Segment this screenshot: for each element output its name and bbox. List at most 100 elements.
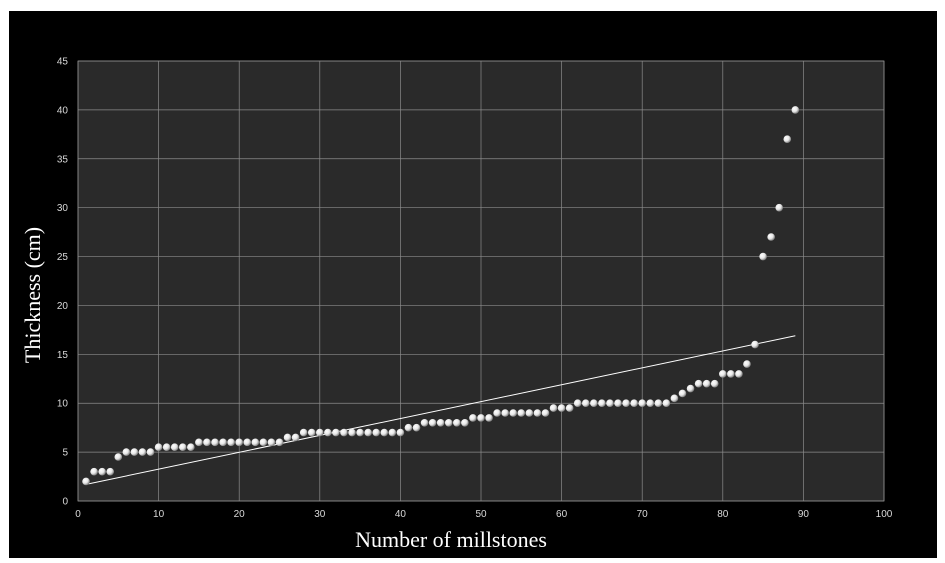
data-point — [678, 389, 687, 398]
data-point — [82, 477, 90, 486]
y-tick-label: 5 — [62, 448, 68, 459]
x-tick-label: 70 — [637, 509, 649, 520]
data-point — [267, 438, 276, 447]
y-tick-label: 10 — [57, 399, 69, 410]
data-point — [767, 233, 775, 241]
data-point — [364, 428, 372, 437]
data-point — [517, 409, 526, 417]
data-point — [162, 443, 171, 452]
data-point — [557, 404, 566, 412]
data-point — [493, 409, 501, 417]
data-point — [130, 448, 139, 456]
data-point — [533, 409, 542, 417]
data-point — [227, 438, 235, 447]
data-point — [501, 409, 509, 417]
data-point — [251, 438, 260, 447]
data-point — [316, 428, 324, 437]
data-point — [751, 340, 759, 349]
gridlines — [77, 60, 885, 502]
data-point — [307, 428, 316, 437]
data-point — [340, 428, 348, 437]
data-point — [106, 467, 115, 476]
y-axis-title: Thickness (cm) — [20, 227, 45, 363]
data-point — [743, 360, 751, 368]
data-points — [82, 106, 800, 486]
data-point — [702, 379, 711, 388]
data-point — [420, 418, 429, 427]
data-point — [622, 399, 630, 408]
data-point — [590, 399, 598, 408]
data-point — [396, 428, 405, 437]
data-point — [235, 438, 243, 447]
scatter-chart: 0 10 20 30 40 50 60 70 80 90 100 0 5 10 15 20 25 30 35 40 4… — [20, 57, 893, 553]
x-axis-ticks: 0 10 20 30 40 50 60 70 80 90 100 — [75, 509, 893, 520]
x-tick-label: 40 — [395, 509, 407, 520]
y-tick-label: 30 — [57, 203, 69, 214]
data-point — [598, 399, 606, 408]
x-tick-label: 60 — [556, 509, 568, 520]
data-point — [686, 384, 695, 393]
data-point — [444, 418, 453, 427]
data-point — [461, 418, 469, 427]
data-point — [509, 409, 518, 417]
data-point — [372, 428, 381, 437]
data-point — [412, 423, 421, 432]
data-point — [525, 409, 534, 417]
data-point — [356, 428, 364, 437]
data-point — [541, 409, 550, 417]
x-tick-label: 100 — [876, 509, 893, 520]
data-point — [453, 418, 461, 427]
data-point — [477, 414, 485, 422]
y-axis-ticks: 0 5 10 15 20 25 30 35 40 45 — [57, 57, 69, 508]
data-point — [436, 418, 445, 427]
data-point — [759, 252, 767, 261]
data-point — [243, 438, 252, 447]
data-point — [388, 428, 397, 437]
data-point — [187, 443, 195, 452]
data-point — [219, 438, 227, 447]
data-point — [114, 453, 123, 461]
data-point — [614, 399, 622, 408]
data-point — [404, 423, 413, 432]
data-point — [791, 106, 800, 114]
data-point — [170, 443, 179, 452]
data-point — [428, 418, 437, 427]
y-tick-label: 40 — [57, 105, 69, 116]
data-point — [211, 438, 219, 447]
data-point — [573, 399, 582, 408]
data-point — [646, 399, 655, 408]
data-point — [694, 379, 703, 388]
data-point — [469, 414, 477, 422]
data-point — [670, 394, 679, 403]
x-tick-label: 80 — [717, 509, 729, 520]
data-point — [291, 433, 300, 442]
data-point — [662, 399, 671, 408]
x-axis-title: Number of millstones — [355, 527, 547, 552]
data-point — [719, 370, 727, 378]
data-point — [195, 438, 203, 447]
data-point — [581, 399, 590, 408]
data-point — [485, 414, 493, 422]
x-tick-label: 90 — [798, 509, 810, 520]
data-point — [380, 428, 389, 437]
y-tick-label: 25 — [57, 252, 69, 263]
data-point — [710, 379, 719, 388]
data-point — [324, 428, 332, 437]
data-point — [630, 399, 638, 408]
data-point — [146, 448, 155, 456]
data-point — [332, 428, 340, 437]
data-point — [565, 404, 574, 412]
data-point — [735, 370, 743, 378]
data-point — [203, 438, 211, 447]
data-point — [90, 467, 98, 476]
data-point — [283, 433, 292, 442]
data-point — [178, 443, 187, 452]
y-tick-label: 20 — [57, 301, 69, 312]
x-tick-label: 50 — [475, 509, 487, 520]
y-tick-label: 15 — [57, 350, 69, 361]
data-point — [122, 448, 131, 456]
data-point — [775, 203, 784, 212]
data-point — [299, 428, 308, 437]
data-point — [275, 438, 284, 447]
